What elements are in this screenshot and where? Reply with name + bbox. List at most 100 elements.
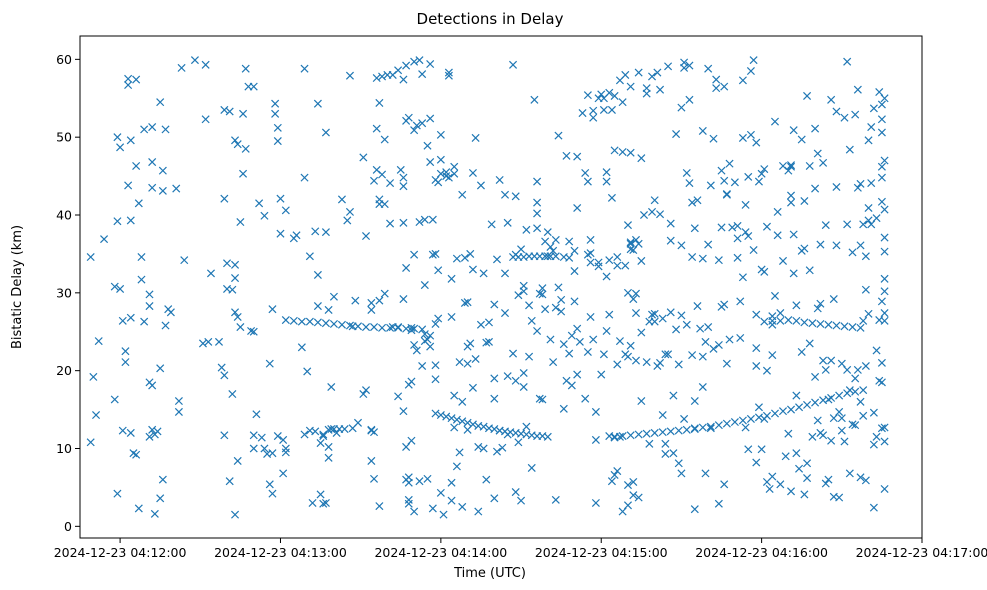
- detection-point: [273, 432, 282, 441]
- detection-point: [399, 75, 408, 84]
- detection-point: [268, 449, 277, 458]
- detection-point: [730, 178, 739, 187]
- detection-point: [859, 386, 868, 395]
- detection-point: [399, 407, 408, 416]
- detection-point: [260, 444, 269, 453]
- detection-point: [551, 303, 560, 312]
- detection-point: [738, 76, 747, 85]
- detection-point: [648, 72, 657, 81]
- detection-point: [460, 298, 469, 307]
- detection-point: [428, 215, 437, 224]
- detection-point: [386, 179, 395, 188]
- detection-point: [706, 422, 715, 431]
- detection-point: [241, 144, 250, 153]
- detection-point: [573, 370, 582, 379]
- detection-point: [137, 275, 146, 284]
- detection-point: [530, 95, 539, 104]
- detection-point: [589, 335, 598, 344]
- detection-point: [538, 395, 547, 404]
- detection-point: [597, 370, 606, 379]
- detection-point: [877, 162, 886, 171]
- detection-point: [557, 295, 566, 304]
- detection-point: [869, 408, 878, 417]
- detection-point: [281, 444, 290, 453]
- detection-point: [674, 459, 683, 468]
- detection-point: [410, 57, 419, 66]
- detection-point: [738, 416, 747, 425]
- detection-point: [546, 335, 555, 344]
- detection-point: [375, 296, 384, 305]
- y-axis: 0 10 20 30 40 50 60: [56, 52, 80, 534]
- detection-point: [463, 425, 472, 434]
- detection-point: [760, 267, 769, 276]
- detection-point: [736, 297, 745, 306]
- detection-point: [533, 209, 542, 218]
- detection-point: [762, 222, 771, 231]
- detection-point: [148, 183, 157, 192]
- detection-point: [664, 350, 673, 359]
- detection-point: [746, 414, 755, 423]
- detection-point: [450, 162, 459, 171]
- detection-point: [527, 463, 536, 472]
- detection-point: [677, 311, 686, 320]
- detection-point: [573, 152, 582, 161]
- detection-point: [840, 437, 849, 446]
- detection-point: [570, 246, 579, 255]
- detection-point: [637, 154, 646, 163]
- detection-point: [623, 481, 632, 490]
- detection-point: [172, 184, 181, 193]
- detection-point: [674, 426, 683, 435]
- detection-point: [268, 305, 277, 314]
- detection-point: [319, 432, 328, 441]
- detection-point: [770, 409, 780, 418]
- detection-point: [495, 175, 504, 185]
- detection-point: [217, 363, 226, 372]
- detection-point: [824, 320, 833, 329]
- detection-point: [861, 476, 870, 485]
- detection-point: [720, 480, 729, 489]
- detection-point: [375, 98, 384, 107]
- detection-point: [455, 448, 464, 457]
- detection-point: [121, 347, 130, 356]
- detection-point: [145, 432, 154, 441]
- detection-point: [549, 358, 558, 367]
- detection-point: [118, 316, 127, 325]
- detection-point: [594, 262, 603, 271]
- detection-point: [880, 309, 889, 318]
- detection-point: [220, 371, 229, 380]
- detection-point: [829, 414, 838, 423]
- detection-point: [319, 499, 328, 508]
- detection-point: [864, 136, 873, 145]
- detection-point: [690, 224, 699, 233]
- detection-point: [626, 238, 635, 247]
- detection-point: [252, 410, 261, 419]
- detection-point: [752, 344, 761, 353]
- detection-point: [225, 107, 234, 116]
- detection-point: [86, 438, 95, 447]
- detection-point: [538, 284, 547, 293]
- detection-point: [450, 169, 459, 178]
- detection-point: [324, 442, 333, 451]
- detection-point: [567, 381, 576, 390]
- detection-point: [271, 99, 280, 108]
- detection-point: [487, 220, 496, 229]
- detection-point: [704, 64, 713, 73]
- x-axis-label: Time (UTC): [453, 566, 526, 581]
- detection-point: [415, 477, 424, 486]
- detection-point: [476, 181, 485, 190]
- detection-point: [533, 198, 542, 207]
- detection-point: [586, 235, 595, 244]
- detection-point: [746, 130, 755, 139]
- detection-point: [509, 349, 518, 358]
- detection-point: [706, 181, 715, 190]
- detection-point: [658, 428, 667, 437]
- detection-point: [701, 337, 710, 346]
- detection-point: [803, 91, 812, 100]
- detection-point: [148, 425, 157, 434]
- detection-point: [877, 358, 886, 367]
- detection-point: [714, 256, 723, 265]
- detection-point: [880, 156, 889, 165]
- detection-point: [776, 316, 785, 325]
- detection-point: [428, 504, 437, 513]
- detection-point: [420, 330, 429, 339]
